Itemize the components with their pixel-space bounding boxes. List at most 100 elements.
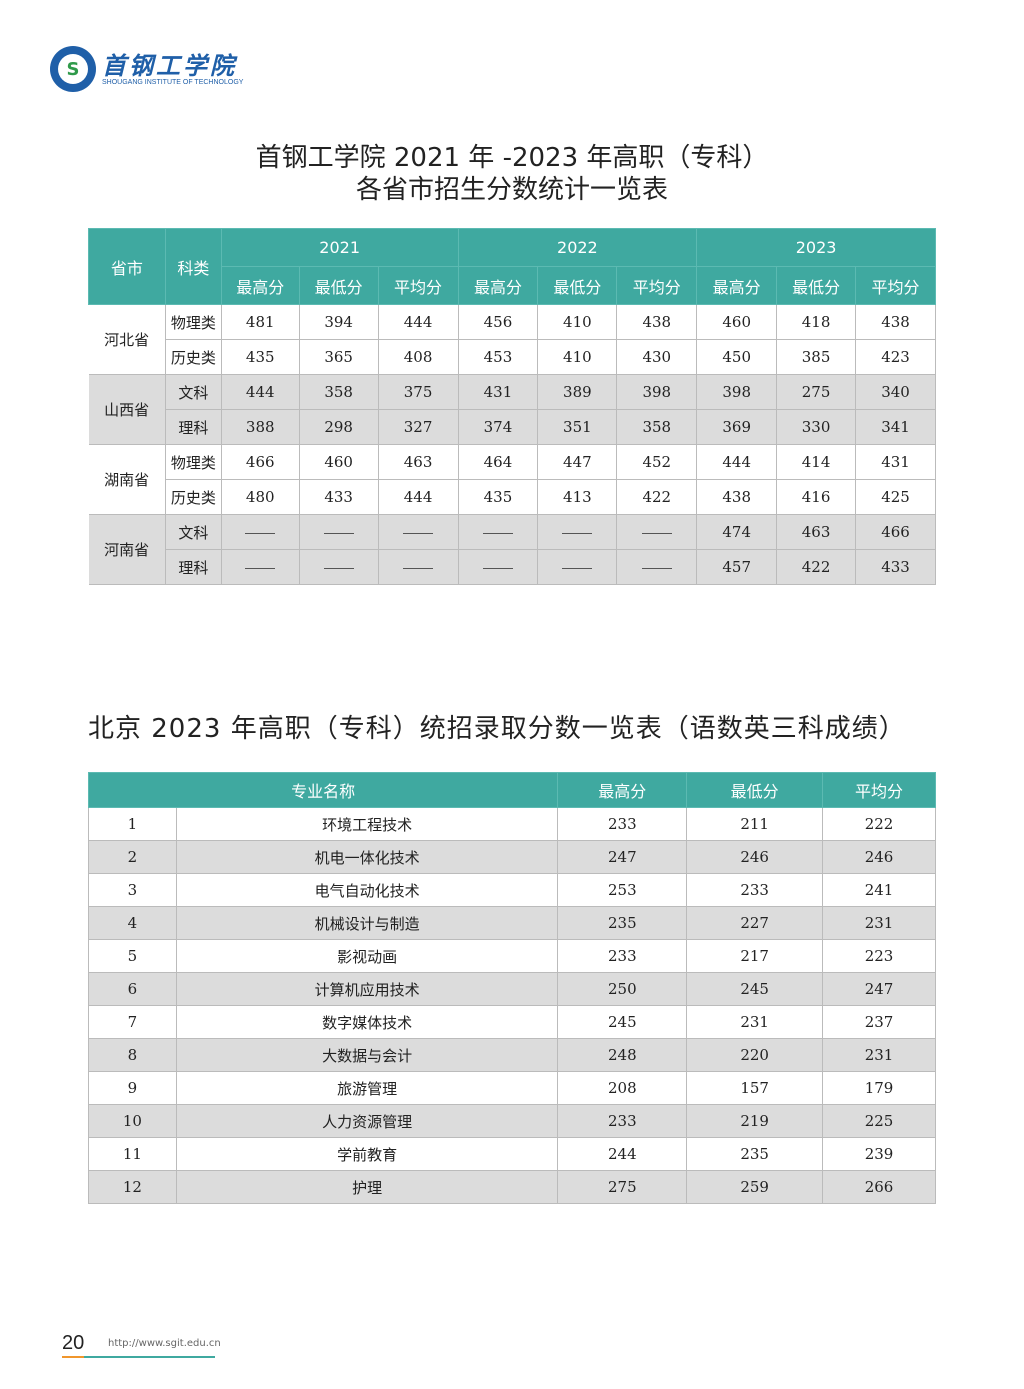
score-cell: 463	[776, 514, 857, 550]
avg-score: 266	[822, 1170, 936, 1204]
score-cell: 433	[298, 479, 379, 515]
avg-score: 231	[822, 906, 936, 940]
major-name: 电气自动化技术	[175, 873, 559, 907]
type-cell: 理科	[164, 549, 222, 585]
score-cell: 374	[457, 409, 539, 445]
min-score: 235	[686, 1137, 824, 1171]
header-type: 科类	[164, 228, 222, 305]
header-score: 最低分	[686, 772, 824, 808]
score-cell: 466	[855, 514, 936, 550]
dash-mark	[403, 532, 434, 534]
logo-cn: 首钢工学院	[102, 50, 237, 80]
empty-cell	[298, 514, 379, 550]
score-cell: 435	[220, 339, 300, 375]
header-sub: 最低分	[298, 266, 379, 305]
major-name: 人力资源管理	[175, 1104, 559, 1138]
beijing-score-table: 专业名称 最高分 最低分 平均分 1 环境工程技术 233 211 222 2 机电一体化技术 247…	[87, 772, 936, 1204]
score-cell: 438	[855, 304, 936, 340]
table-row: 河北省 物理类 481 394 444 456 410 438 460 418 438	[88, 304, 936, 375]
table-row: 3 电气自动化技术 253 233 241	[88, 873, 936, 907]
max-score: 233	[557, 807, 688, 841]
score-cell: 438	[616, 304, 698, 340]
min-score: 227	[686, 906, 824, 940]
min-score: 220	[686, 1038, 824, 1072]
avg-score: 222	[822, 807, 936, 841]
score-cell: 463	[377, 444, 459, 480]
dash-mark	[245, 567, 276, 569]
min-score: 231	[686, 1005, 824, 1039]
avg-score: 246	[822, 840, 936, 874]
header-major: 专业名称	[87, 772, 559, 808]
empty-cell	[537, 514, 618, 550]
score-cell: 456	[457, 304, 539, 340]
score-cell: 431	[457, 374, 539, 410]
score-cell: 398	[616, 374, 698, 410]
score-cell: 375	[377, 374, 459, 410]
score-cell: 340	[855, 374, 936, 410]
max-score: 248	[557, 1038, 688, 1072]
header-year: 2021	[220, 228, 459, 267]
province-cell: 湖南省	[88, 444, 166, 515]
row-number: 2	[88, 840, 177, 874]
type-cell: 物理类	[164, 444, 222, 480]
score-cell: 422	[776, 549, 857, 585]
max-score: 235	[557, 906, 688, 940]
score-cell: 457	[696, 549, 778, 585]
score-cell: 388	[220, 409, 300, 445]
table-row: 1 环境工程技术 233 211 222	[88, 807, 936, 841]
header-subrow: 最高分 最低分 平均分 最高分 最低分 平均分 最高分 最低分 平均分	[89, 266, 936, 305]
row-number: 5	[88, 939, 177, 973]
row-number: 3	[88, 873, 177, 907]
major-name: 计算机应用技术	[175, 972, 559, 1006]
table-row: 9 旅游管理 208 157 179	[88, 1071, 936, 1105]
dash-mark	[562, 532, 593, 534]
score-cell: 431	[855, 444, 936, 480]
score-cell: 447	[537, 444, 618, 480]
score-cell: 444	[377, 304, 459, 340]
type-cell: 文科	[164, 514, 222, 550]
max-score: 247	[557, 840, 688, 874]
major-name: 环境工程技术	[175, 807, 559, 841]
avg-score: 225	[822, 1104, 936, 1138]
score-cell: 275	[776, 374, 857, 410]
score-cell: 341	[855, 409, 936, 445]
header-sub: 平均分	[855, 266, 936, 305]
table-row: 12 护理 275 259 266	[88, 1170, 936, 1204]
row-number: 9	[88, 1071, 177, 1105]
empty-cell	[616, 549, 698, 585]
header-sub: 最高分	[457, 266, 539, 305]
footer-url[interactable]: http://www.sgit.edu.cn	[108, 1338, 221, 1349]
header-score: 平均分	[822, 772, 936, 808]
min-score: 217	[686, 939, 824, 973]
min-score: 246	[686, 840, 824, 874]
max-score: 245	[557, 1005, 688, 1039]
title-line2: 各省市招生分数统计一览表	[355, 175, 668, 205]
table-row: 4 机械设计与制造 235 227 231	[88, 906, 936, 940]
min-score: 245	[686, 972, 824, 1006]
score-cell: 358	[616, 409, 698, 445]
type-cell: 理科	[164, 409, 222, 445]
type-cell: 物理类	[164, 304, 222, 340]
dash-mark	[482, 532, 513, 534]
score-cell: 365	[298, 339, 379, 375]
row-number: 4	[88, 906, 177, 940]
page-title: 首钢工学院 2021 年 -2023 年高职（专科） 各省市招生分数统计一览表	[0, 142, 1024, 206]
major-name: 大数据与会计	[175, 1038, 559, 1072]
score-cell: 398	[696, 374, 778, 410]
score-cell: 430	[616, 339, 698, 375]
province-cell: 河南省	[88, 514, 166, 585]
avg-score: 231	[822, 1038, 936, 1072]
score-cell: 452	[616, 444, 698, 480]
header-sub: 平均分	[377, 266, 459, 305]
score-cell: 435	[457, 479, 539, 515]
dash-mark	[403, 567, 434, 569]
row-number: 6	[88, 972, 177, 1006]
empty-cell	[220, 514, 300, 550]
min-score: 211	[686, 807, 824, 841]
dash-mark	[323, 532, 354, 534]
score-cell: 416	[776, 479, 857, 515]
score-cell: 418	[776, 304, 857, 340]
empty-cell	[457, 549, 539, 585]
major-name: 机电一体化技术	[175, 840, 559, 874]
